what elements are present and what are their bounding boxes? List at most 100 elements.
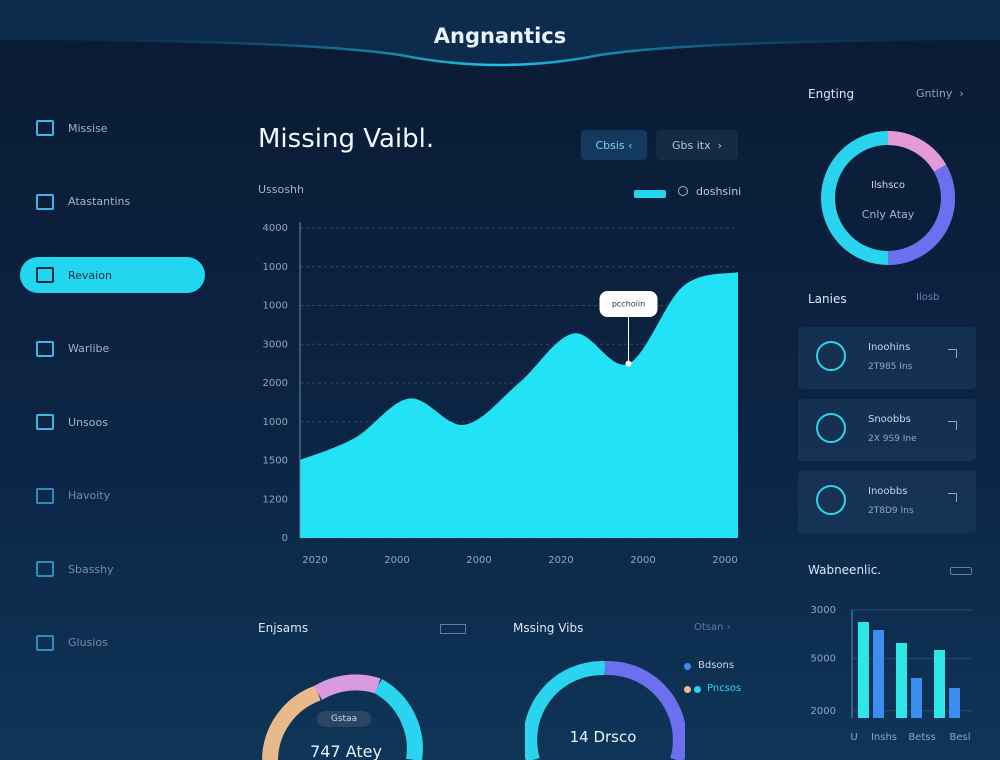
bar: [949, 688, 960, 718]
y-tick-label: 3000: [263, 339, 288, 350]
nav-label: Sbasshy: [68, 562, 114, 576]
nav-item[interactable]: Havoity: [20, 478, 205, 514]
list-card[interactable]: Inoohins 2T985 Ins: [798, 327, 976, 389]
list-icon: [816, 413, 846, 443]
donut: [821, 130, 956, 265]
legend-label: Pncsos: [707, 683, 742, 694]
y-tick-label: 1200: [263, 494, 288, 505]
list-sub: 2T985 Ins: [868, 362, 913, 372]
x-tick-label: 2020: [548, 555, 573, 566]
x-tick-label: Inshs: [871, 732, 897, 743]
legend-dot: [694, 686, 701, 693]
bar-chart: 3000 5000 2000 U Inshs Betss Besl: [811, 605, 972, 743]
nav-icon: [36, 414, 54, 430]
nav-item[interactable]: Atastantins: [20, 184, 205, 220]
legend-label: Bdsons: [698, 660, 735, 671]
legend-dot: [684, 663, 691, 670]
list-icon: [816, 341, 846, 371]
panel-title: Wabneenlic.: [808, 563, 882, 577]
y-tick-label: 0: [282, 533, 288, 544]
nav-icon: [36, 193, 54, 210]
tooltip-dot: [625, 360, 632, 367]
bar: [911, 678, 922, 718]
tooltip-label: pcchoiin: [612, 300, 645, 309]
area: [300, 272, 738, 538]
nav-icon: [36, 487, 54, 504]
x-tick-label: 2000: [712, 555, 737, 566]
x-tick-label: 2000: [630, 555, 655, 566]
nav-label: Atastantins: [68, 195, 131, 208]
section-link[interactable]: Otsan ›: [694, 622, 731, 633]
app-title: Angnantics: [433, 24, 567, 48]
legend-label: doshsini: [696, 185, 742, 198]
list-card[interactable]: Snoobbs 2X 9S9 Ine: [798, 399, 976, 461]
link-label: Otsan: [694, 622, 724, 633]
nav-icon: [36, 561, 54, 577]
x-tick-label: Besl: [949, 732, 970, 743]
section-icon: [440, 624, 466, 634]
list-title: Inoohins: [868, 342, 911, 353]
y-tick-label: 1500: [263, 456, 288, 467]
panel-title: Engting: [808, 87, 855, 101]
nav-label: Missise: [68, 121, 108, 135]
x-tick-label: 2000: [466, 555, 491, 566]
y-tick-label: 1000: [263, 262, 288, 273]
nav-item[interactable]: Sbasshy: [20, 551, 205, 587]
section-title: Mssing Vibs: [513, 621, 584, 635]
list-icon: [816, 485, 846, 515]
y-tick-label: 1000: [263, 301, 288, 312]
nav-label: Unsoos: [68, 415, 108, 429]
nav-icon: [36, 340, 54, 357]
page-title: Missing Vaibl.: [258, 124, 435, 154]
donut-pill: Gstaa: [317, 711, 371, 727]
y-tick-label: 2000: [811, 706, 836, 717]
panel-title: Lanies: [808, 292, 847, 306]
y-tick-label: 1000: [263, 417, 288, 428]
y-tick-label: 2000: [263, 378, 288, 389]
list-title: Inoobbs: [868, 486, 908, 497]
nav-label: Glusios: [68, 636, 108, 649]
list-arrow: [948, 493, 957, 502]
donut: [262, 674, 423, 760]
panel-icon: [950, 567, 972, 575]
y-tick-label: 4000: [263, 223, 288, 234]
nav-item[interactable]: Warlibe: [20, 331, 205, 367]
bar: [934, 649, 945, 718]
y-tick-label: 5000: [811, 654, 836, 665]
nav-item[interactable]: Missise: [20, 110, 205, 146]
list-sub: 2T8D9 Ins: [868, 506, 914, 516]
list-arrow: [948, 349, 957, 358]
nav-item[interactable]: Glusios: [20, 625, 205, 661]
tooltip: [599, 291, 658, 317]
legend-dot: [678, 186, 688, 196]
nav-item[interactable]: Revaion: [20, 257, 205, 293]
button[interactable]: Cbsis ‹: [581, 130, 647, 160]
list-card[interactable]: Inoobbs 2T8D9 Ins: [798, 471, 976, 533]
panel-link[interactable]: Ilosb: [916, 292, 940, 303]
list-arrow: [948, 421, 957, 430]
button[interactable]: Gbs itx ›: [656, 130, 738, 160]
legend-swatch: [634, 190, 666, 198]
section-title: Enjsams: [258, 621, 309, 635]
donut-sub: Cnly Atay: [861, 208, 915, 221]
bar: [873, 630, 884, 718]
x-tick-label: U: [850, 732, 857, 743]
list-title: Snoobbs: [868, 414, 911, 425]
y-tick-label: 3000: [811, 605, 836, 616]
area-chart: 0 1200 1500 1000 2000 3000 1000 1000 4000 2020 200…: [263, 222, 738, 566]
donut-value: 747 Atey: [310, 742, 382, 760]
donut: [525, 660, 685, 760]
x-tick-label: 2000: [384, 555, 409, 566]
nav-label: Revaion: [68, 268, 112, 282]
nav-item[interactable]: Unsoos: [20, 404, 205, 440]
panel-link[interactable]: Gntiny ›: [916, 87, 964, 100]
donut-label: Ilshsco: [870, 180, 906, 191]
bar: [858, 621, 869, 718]
link-label: Gntiny: [916, 87, 953, 100]
header-glow: [0, 0, 1000, 67]
list-sub: 2X 9S9 Ine: [868, 434, 917, 444]
nav-icon: [36, 267, 54, 283]
button-label: Gbs itx: [671, 138, 711, 152]
bar: [896, 643, 907, 718]
button-label: Cbsis: [595, 138, 625, 152]
